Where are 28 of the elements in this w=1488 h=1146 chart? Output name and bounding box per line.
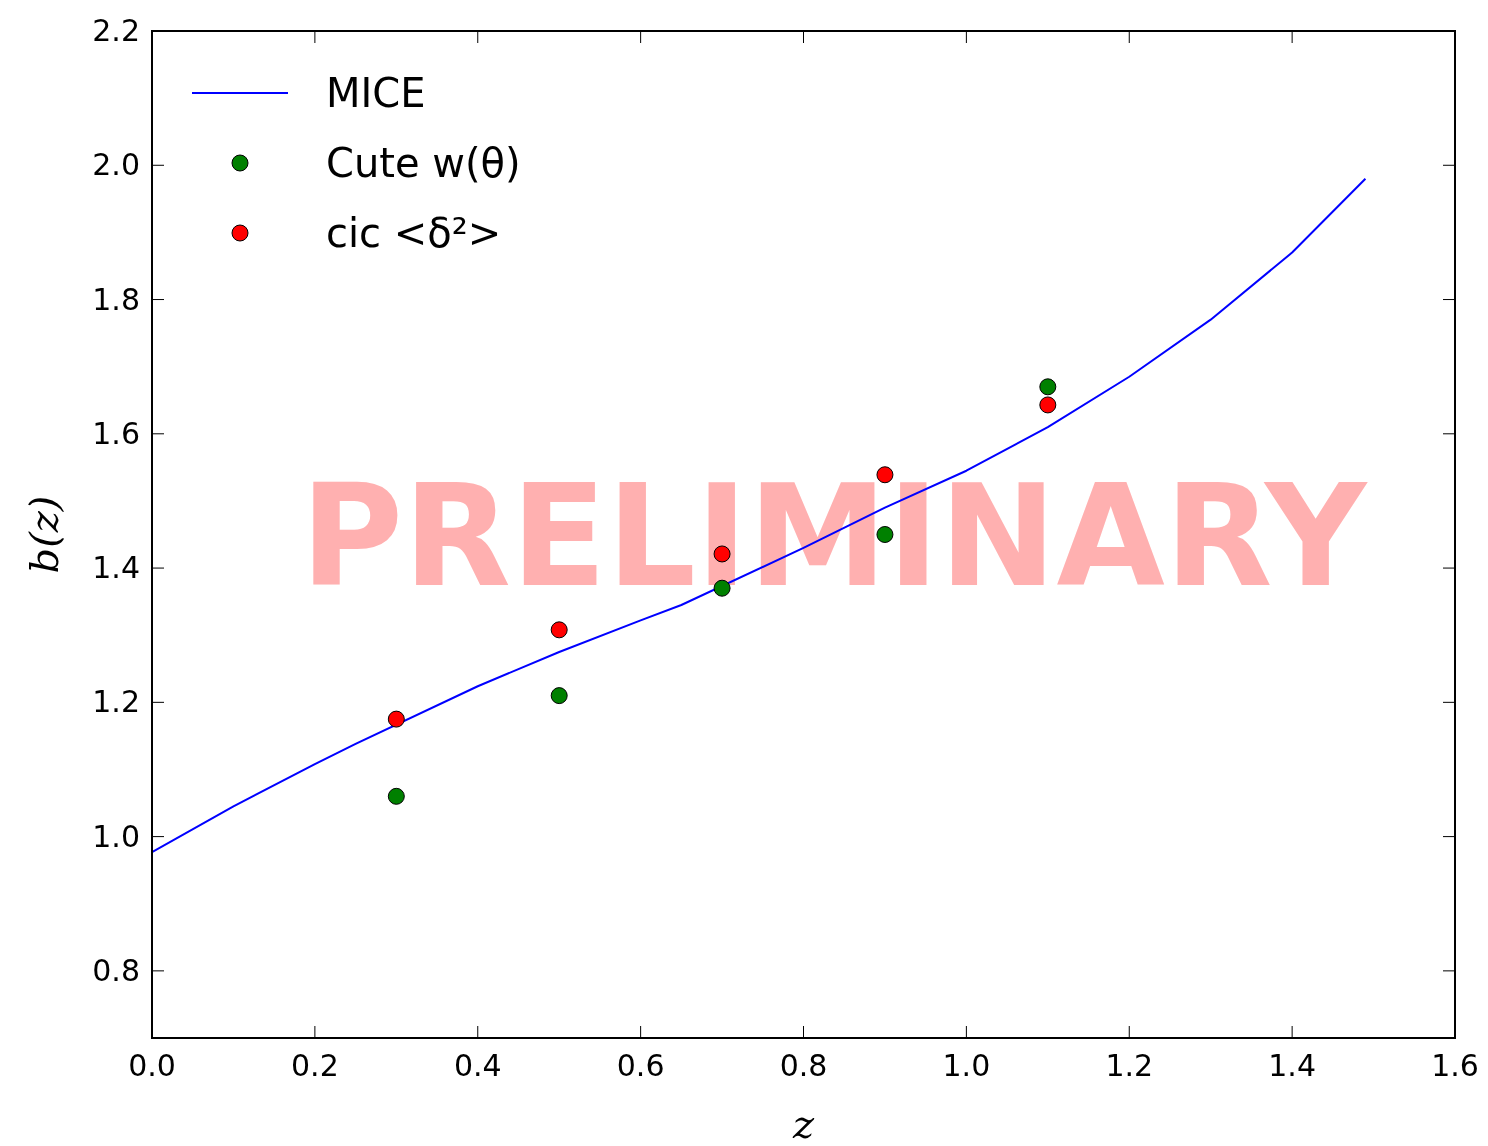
x-tick-label: 0.2 [291,1048,339,1083]
y-tick-label: 0.8 [92,952,140,988]
y-tick-label: 1.2 [92,684,140,720]
x-tick-label: 1.6 [1431,1048,1479,1083]
y-tick-label: 1.8 [92,281,140,317]
point [1039,396,1057,414]
point [1039,378,1057,396]
legend-label: cic <δ²> [326,210,502,256]
x-tick-label: 1.4 [1268,1048,1316,1083]
x-tick-label: 0.6 [616,1048,665,1083]
y-tick-label: 2.2 [92,13,140,48]
point [550,687,568,705]
y-axis-title: b(z) [21,495,67,574]
x-tick-label: 1.0 [942,1048,991,1083]
y-tick-label: 1.4 [92,550,140,586]
legend-label: Cute w(θ) [326,140,521,186]
x-tick-label: 0.8 [779,1048,828,1083]
y-tick-label: 1.6 [92,415,140,451]
x-tick-label: 0.4 [453,1048,502,1083]
y-tick-label: 1.0 [92,818,140,854]
x-tick-label: 0.0 [128,1048,176,1083]
point [550,621,568,639]
point [387,787,405,805]
x-axis-title: z [791,1101,815,1146]
legend-label: MICE [326,70,426,116]
point [387,710,405,728]
x-tick-label: 1.2 [1105,1048,1154,1083]
y-tick-label: 2.0 [92,147,140,183]
